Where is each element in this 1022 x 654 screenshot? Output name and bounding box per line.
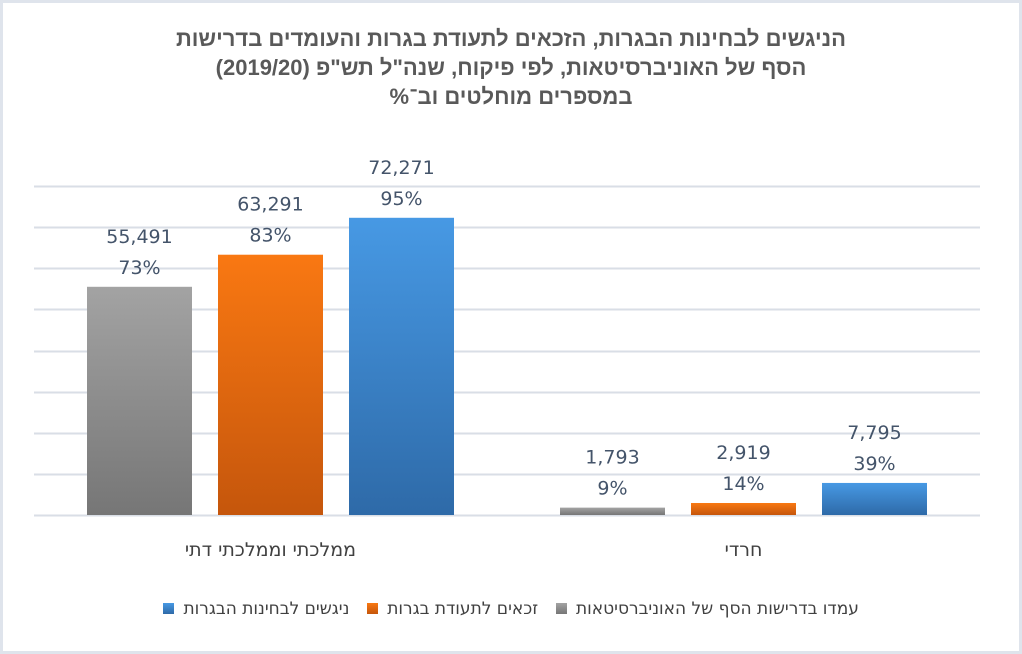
data-label-value: 2,919 xyxy=(716,442,770,464)
chart-title-line-1: הניגשים לבחינות הבגרות, הזכאים לתעודת בג… xyxy=(175,26,847,51)
bar xyxy=(87,286,192,515)
data-label-percent: 73% xyxy=(118,257,160,279)
chart-title: הניגשים לבחינות הבגרות, הזכאים לתעודת בג… xyxy=(0,24,1022,111)
legend-label-examinees: ניגשים לבחינות הבגרות xyxy=(183,599,350,619)
legend-swatch-orange-icon xyxy=(366,602,378,614)
data-label-percent: 14% xyxy=(722,473,764,495)
data-label-percent: 83% xyxy=(249,225,291,247)
legend-swatch-blue-icon xyxy=(163,602,175,614)
legend-item-threshold: עמדו בדרישות הסף של האוניברסיטאות xyxy=(555,599,859,619)
data-label-value: 72,271 xyxy=(368,157,434,179)
category-labels: ממלכתי וממלכתי דתי חרדי xyxy=(185,539,762,561)
data-label-value: 7,795 xyxy=(847,422,901,444)
data-label-value: 1,793 xyxy=(585,447,639,469)
bar xyxy=(691,502,796,515)
bar xyxy=(349,217,454,515)
bars xyxy=(87,217,927,515)
chart-title-line-2: הסף של האוניברסיטאות, לפי פיקוח, שנה"ל ת… xyxy=(215,55,807,80)
legend-label-threshold: עמדו בדרישות הסף של האוניברסיטאות xyxy=(575,599,859,619)
data-label-percent: 39% xyxy=(853,453,895,475)
category-label: חרדי xyxy=(725,539,763,561)
bar xyxy=(822,482,927,515)
bar xyxy=(218,254,323,515)
chart-title-line-3: במספרים מוחלטים וב־% xyxy=(389,84,633,109)
data-label-value: 55,491 xyxy=(106,226,172,248)
category-label: ממלכתי וממלכתי דתי xyxy=(185,539,356,561)
bar xyxy=(560,507,665,515)
legend-item-examinees: ניגשים לבחינות הבגרות xyxy=(163,599,349,619)
legend-label-eligible: זכאים לתעודת בגרות xyxy=(387,599,539,619)
legend-swatch-gray-icon xyxy=(555,602,567,614)
data-labels: 55,491 73% 63,291 83% 72,271 95% 1,793 9% 2,919 1… xyxy=(106,157,901,500)
data-label-percent: 9% xyxy=(597,478,627,500)
legend: עמדו בדרישות הסף של האוניברסיטאות זכאים … xyxy=(0,599,1022,619)
data-label-value: 63,291 xyxy=(237,194,303,216)
data-label-percent: 95% xyxy=(380,188,422,210)
legend-item-eligible: זכאים לתעודת בגרות xyxy=(366,599,539,619)
